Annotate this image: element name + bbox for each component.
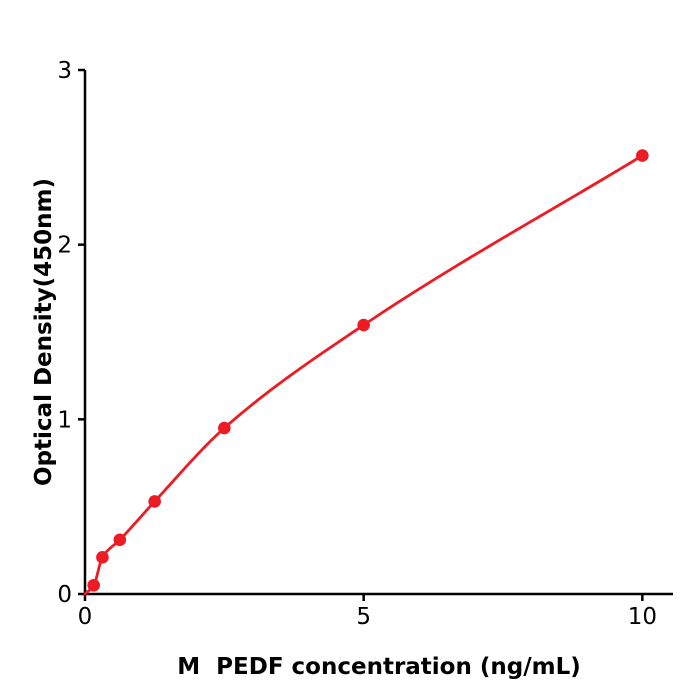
data-point bbox=[148, 495, 161, 508]
x-axis-title: M PEDF concentration (ng/mL) bbox=[177, 654, 581, 680]
data-point bbox=[96, 551, 109, 564]
data-point bbox=[113, 533, 127, 547]
y-tick-label: 1 bbox=[57, 407, 72, 433]
y-tick-label: 2 bbox=[57, 233, 72, 259]
x-tick-label: 0 bbox=[78, 604, 93, 630]
y-tick-label: 3 bbox=[57, 58, 72, 84]
x-tick-label: 5 bbox=[356, 604, 371, 630]
y-tick-label: 0 bbox=[57, 582, 72, 608]
data-point bbox=[357, 318, 370, 332]
y-axis-title: Optical Density(450nm) bbox=[31, 178, 57, 486]
data-point bbox=[218, 421, 231, 435]
data-point bbox=[636, 149, 649, 162]
x-tick-label: 10 bbox=[628, 604, 657, 630]
data-point bbox=[87, 578, 100, 592]
fit-curve bbox=[83, 154, 644, 596]
